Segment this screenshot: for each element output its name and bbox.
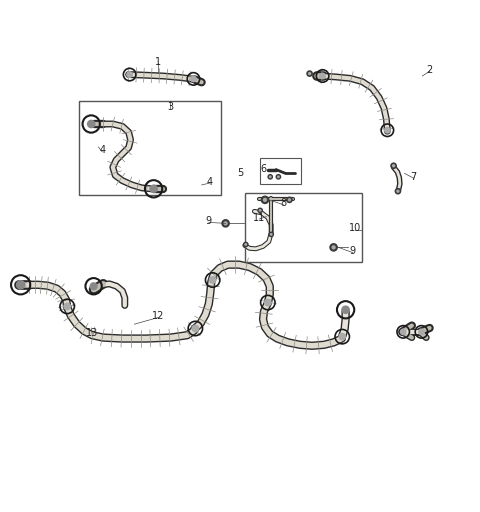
Bar xyxy=(245,193,362,262)
Circle shape xyxy=(90,282,98,290)
Circle shape xyxy=(269,175,272,178)
Text: 1: 1 xyxy=(156,57,161,67)
Text: 3: 3 xyxy=(168,102,173,112)
Text: 8: 8 xyxy=(280,198,286,208)
Circle shape xyxy=(276,174,281,180)
Text: 9: 9 xyxy=(350,246,356,256)
Circle shape xyxy=(126,71,133,78)
Circle shape xyxy=(286,197,293,203)
Circle shape xyxy=(267,174,273,180)
Circle shape xyxy=(331,245,336,249)
Circle shape xyxy=(277,175,280,178)
Circle shape xyxy=(319,73,326,79)
Bar xyxy=(79,101,221,195)
Text: 7: 7 xyxy=(410,172,417,182)
Circle shape xyxy=(329,243,338,252)
Circle shape xyxy=(400,328,407,335)
Circle shape xyxy=(264,298,272,307)
Circle shape xyxy=(270,233,273,236)
Text: 11: 11 xyxy=(253,212,265,223)
Circle shape xyxy=(263,198,267,202)
Circle shape xyxy=(268,231,274,237)
Circle shape xyxy=(390,162,397,169)
Circle shape xyxy=(261,196,269,204)
Circle shape xyxy=(306,70,313,77)
Circle shape xyxy=(308,72,312,75)
Circle shape xyxy=(87,120,96,129)
Circle shape xyxy=(243,242,249,247)
Circle shape xyxy=(259,209,262,212)
Circle shape xyxy=(192,325,199,332)
Circle shape xyxy=(341,306,350,314)
Circle shape xyxy=(190,75,197,82)
Circle shape xyxy=(288,198,291,202)
Text: 5: 5 xyxy=(237,168,243,178)
Circle shape xyxy=(209,276,216,284)
Circle shape xyxy=(16,280,25,290)
Circle shape xyxy=(244,243,247,246)
Text: 2: 2 xyxy=(426,65,433,75)
Circle shape xyxy=(223,221,228,225)
Text: 10: 10 xyxy=(349,223,361,233)
Circle shape xyxy=(396,189,399,193)
Text: 12: 12 xyxy=(152,311,165,321)
Bar xyxy=(260,158,301,184)
Text: 6: 6 xyxy=(260,164,266,174)
Circle shape xyxy=(395,188,401,195)
Circle shape xyxy=(63,303,71,310)
Circle shape xyxy=(392,164,395,167)
Circle shape xyxy=(221,219,230,228)
Text: 9: 9 xyxy=(206,216,212,226)
Text: 4: 4 xyxy=(99,145,105,156)
Circle shape xyxy=(418,328,425,335)
Text: 13: 13 xyxy=(86,328,98,338)
Circle shape xyxy=(257,207,263,214)
Circle shape xyxy=(338,333,346,340)
Circle shape xyxy=(149,184,158,193)
Text: 4: 4 xyxy=(207,177,213,186)
Circle shape xyxy=(384,127,391,134)
